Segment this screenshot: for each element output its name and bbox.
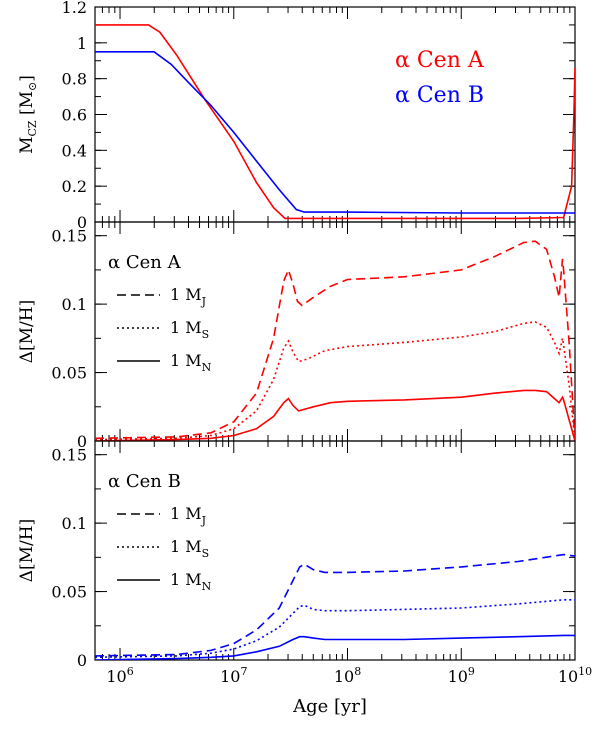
series-line-1 xyxy=(95,51,575,214)
y-tick-label: 1 xyxy=(77,34,87,53)
y-tick-label: 0 xyxy=(77,432,87,451)
x-tick-label: 108 xyxy=(334,665,361,686)
y-tick-label: 0.1 xyxy=(62,514,87,533)
legend-label: 1 MN xyxy=(170,351,212,374)
legend-entry: α Cen A xyxy=(395,48,485,73)
series-line-2 xyxy=(95,634,575,660)
x-tick-label: 1010 xyxy=(558,665,592,686)
y-tick-label: 0.2 xyxy=(62,177,87,196)
legend-entry: α Cen B xyxy=(395,83,484,108)
y-tick-label: 0.05 xyxy=(51,364,87,383)
y-tick-label: 0.1 xyxy=(62,295,87,314)
y-tick-label: 0.4 xyxy=(62,141,87,160)
y-tick-label: 1.2 xyxy=(62,0,87,17)
y-axis-label: Δ[M/H] xyxy=(17,519,37,583)
y-tick-label: 0 xyxy=(77,213,87,232)
series-line-1 xyxy=(95,321,575,441)
x-axis-label: Age [yr] xyxy=(292,696,367,717)
y-tick-label: 0.15 xyxy=(51,227,87,246)
panel-annotation: α Cen A xyxy=(108,252,182,273)
series-line-1 xyxy=(95,599,575,659)
series-line-0 xyxy=(95,553,575,657)
y-tick-label: 0.6 xyxy=(62,106,87,125)
panel-cen-b-metallicity: 0 0.05 0.1 0.15 Δ[M/H] α Cen B 1 MJ 1 MS 1 MN 106… xyxy=(17,440,592,686)
legend-label: 1 MS xyxy=(170,318,209,341)
panel-annotation: α Cen B xyxy=(108,471,181,492)
legend-label: 1 MS xyxy=(170,537,209,560)
series-line-0 xyxy=(95,240,575,441)
y-axis-label: MCZ [M⊙] xyxy=(17,75,39,154)
panel-mcz: 0 0.2 0.4 0.6 0.8 1 1.2 MCZ [M⊙] α Cen A α Cen B xyxy=(17,0,576,232)
y-tick-label: 0.05 xyxy=(51,583,87,602)
x-tick-label: 107 xyxy=(220,665,247,686)
y-tick-label: 0.15 xyxy=(51,446,87,465)
legend-label: 1 MJ xyxy=(170,285,206,308)
x-tick-label: 106 xyxy=(106,665,133,686)
plot-frame xyxy=(94,440,576,661)
series-line-2 xyxy=(95,389,575,441)
legend-label: 1 MN xyxy=(170,570,212,593)
y-axis-label: Δ[M/H] xyxy=(17,300,37,364)
legend-label: 1 MJ xyxy=(170,504,206,527)
series-line-0 xyxy=(95,24,575,220)
plot-frame xyxy=(94,6,576,223)
panel-cen-a-metallicity: 0 0.05 0.1 0.15 Δ[M/H] α Cen A 1 MJ 1 MS 1 MN xyxy=(17,221,576,451)
y-tick-label: 0.8 xyxy=(62,70,87,89)
y-tick-label: 0 xyxy=(77,651,87,670)
x-tick-label: 109 xyxy=(448,665,475,686)
